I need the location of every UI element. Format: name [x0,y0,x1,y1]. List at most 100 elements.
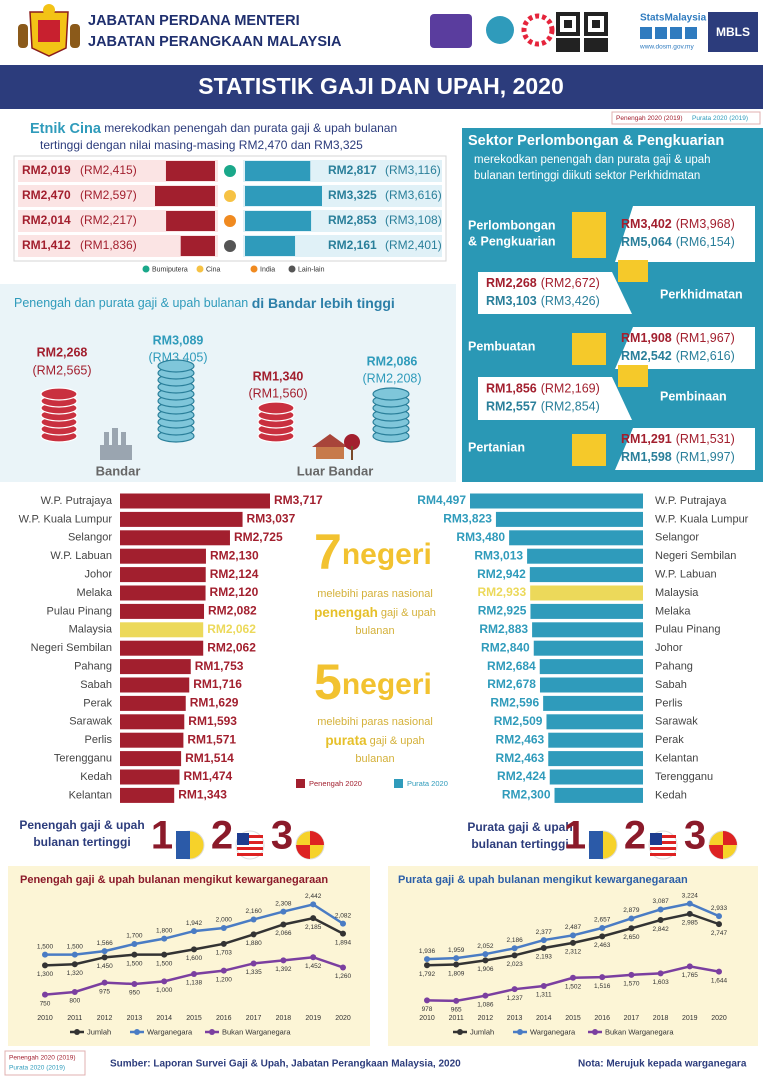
point [570,932,576,939]
point [686,963,693,970]
value-label: RM1,716 [193,677,242,691]
bar [120,732,184,748]
department: JABATAN PERANGKAAN MALAYSIA [88,34,342,50]
previous-label: (RM1,997) [676,450,735,464]
value-label: RM1,593 [188,714,237,728]
bar [120,695,186,711]
point [657,970,664,977]
value-label: RM3,402 [621,217,672,231]
coin [40,387,78,401]
value-label: RM1,908 [621,331,672,345]
value-label: 750 [40,1000,51,1007]
legend-dot [288,265,296,273]
previous-label: (RM3,968) [676,217,735,231]
point [599,933,606,940]
previous-label: (RM2,597) [80,188,137,202]
bar [546,714,643,730]
point [424,997,430,1004]
states-note-count: 7 [314,524,342,580]
sector-icon [572,434,606,466]
bar [155,186,215,206]
point [71,961,78,968]
point [250,916,257,923]
state-name: Johor [84,569,112,581]
bar [495,511,643,527]
state-name: Pahang [655,661,693,673]
states-note-line: bulanan [355,625,394,637]
urban-area-name: Luar Bandar [297,463,374,478]
bar [539,659,643,675]
value-label: 1,500 [37,943,54,950]
partner-logos [430,12,608,52]
point [540,982,547,989]
value-label: RM3,013 [474,548,523,562]
point [453,955,460,962]
coin [372,387,410,401]
footer-key-box [4,1050,86,1076]
legend-label: Jumlah [470,1027,494,1036]
x-tick-label: 2014 [536,1015,552,1022]
ranking-label: Purata gaji & upah [467,820,572,834]
previous-label: (RM2,854) [541,400,600,414]
value-label: 2,066 [275,930,292,937]
state-name: Melaka [655,605,691,617]
village-icon [312,434,360,460]
legend-label: Penengah 2020 [309,779,362,788]
states-note-bold: penengah [314,605,378,620]
state-name: Negeri Sembilan [31,642,112,654]
point [511,986,518,993]
value-label: RM1,514 [185,751,234,765]
value-label: 2,308 [275,900,292,907]
point [42,951,48,958]
bar [549,769,643,785]
point [131,941,138,947]
state-name: W.P. Labuan [655,569,717,581]
flag [295,830,325,860]
state-name: W.P. Putrajaya [41,495,113,507]
value-label: 2,052 [477,943,494,950]
value-label: RM2,082 [208,604,257,618]
line-panel [8,866,370,1046]
bar [245,186,322,206]
value-label: 2,463 [594,942,611,949]
state-name: W.P. Kuala Lumpur [19,513,113,525]
legend-dot [196,265,204,273]
value-label: 1,942 [186,920,203,927]
sector-mean: RM1,598 (RM1,997) [621,450,735,464]
point [161,951,168,958]
flag-part [310,831,324,845]
bar [120,567,206,583]
value-label: 2,487 [565,924,582,931]
state-name: Perak [655,734,684,746]
flag-part [176,831,190,859]
footer-key-median: Penengah 2020 (2019) [9,1055,76,1062]
bar [539,677,643,693]
states-note-rest: gaji & upah [378,607,436,619]
value-label: 1,450 [96,963,113,970]
point [131,981,138,987]
coin-stack [157,359,195,443]
bar [120,769,180,785]
value-label: RM2,463 [496,732,545,746]
value-label: RM1,856 [486,382,537,396]
x-tick-label: 2018 [276,1015,292,1022]
point [310,901,317,908]
sector-median: RM3,402 (RM3,968) [621,217,735,231]
category-dot [224,215,236,227]
legend-dot [134,1029,140,1035]
x-tick-label: 2013 [127,1015,143,1022]
value-label: RM4,497 [417,493,466,507]
x-tick-label: 2013 [507,1015,523,1022]
bar [120,530,230,546]
point [191,928,197,935]
states-note-count: 5 [314,654,342,710]
value-label: 1,392 [275,966,292,973]
point [540,937,547,944]
bar [120,603,205,619]
previous-label: (RM2,401) [385,238,442,252]
legend-swatch [296,779,305,788]
value-label: 1,000 [156,987,173,994]
ministry: JABATAN PERDANA MENTERI [88,13,300,29]
legend-swatch [394,779,403,788]
value-label: RM2,557 [486,400,537,414]
